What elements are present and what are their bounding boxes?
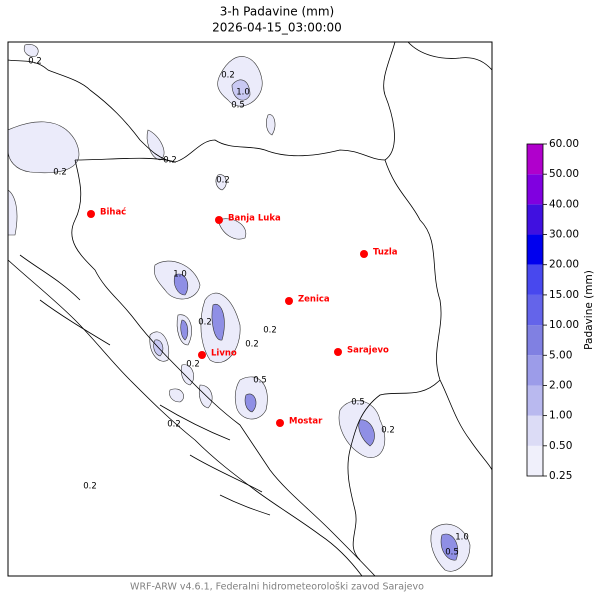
colorbar-band [527,325,543,356]
colorbar-band [527,264,543,295]
contour-label: 0.5 [351,398,365,408]
colorbar-band [527,174,543,205]
colorbar-tick-label: 1.00 [549,410,572,422]
city-label: Mostar [289,417,323,427]
colorbar-tick-label: 30.00 [549,229,579,241]
contour-label: 0.2 [167,420,181,430]
subtitle: 2026-04-15_03:00:00 [212,21,342,35]
city-dot [285,297,293,305]
title: 3-h Padavine (mm) [220,5,334,19]
contour-label: 0.2 [186,360,200,370]
contour-label: 0.2 [53,168,67,178]
city-label: Zenica [298,295,330,305]
colorbar-tick-label: 50.00 [549,168,579,180]
city-dot [334,348,342,356]
colorbar-band [527,234,543,265]
colorbar-band [527,144,543,175]
colorbar-tick-label: 60.00 [549,138,579,150]
colorbar-tick-label: 40.00 [549,198,579,210]
contour-label: 1.0 [455,533,469,543]
cities: Bihać Banja Luka Tuzla Zenica Sarajevo Livno M… [87,207,398,427]
colorbar-tick-label: 2.00 [549,379,572,391]
colorbar-title: Padavine (mm) [583,270,595,350]
city-label: Banja Luka [228,214,281,224]
contour-label: 0.5 [445,548,459,558]
contour-label: 1.0 [236,88,250,98]
map-frame [7,41,493,577]
colorbar-band [527,204,543,235]
colorbar-tick-label: 5.00 [549,349,572,361]
colorbar-tick-label: 10.00 [549,319,579,331]
colorbar-band [527,355,543,386]
city-label: Bihać [100,207,126,218]
contour-label: 0.2 [221,71,235,81]
contour-label: 0.2 [245,340,259,350]
city-label: Livno [211,349,237,359]
contour-label: 0.5 [231,101,245,111]
map [7,41,493,577]
contour-label: 0.2 [163,156,177,166]
contour-label: 0.2 [381,426,395,436]
contour-label: 0.2 [216,176,230,186]
city-dot [276,419,284,427]
city-dot [360,250,368,258]
city-dot [198,351,206,359]
colorbar-band [527,415,543,446]
contour-label: 0.2 [198,318,212,328]
contour-label: 1.0 [173,270,187,280]
city-dot [87,210,95,218]
colorbar-tick-label: 0.50 [549,440,572,452]
contour-labels: 0.2 0.2 1.0 0.5 0.2 0.2 0.2 0.2 1.0 0.2 … [28,57,469,558]
contour-label: 0.2 [83,482,97,492]
colorbar: 0.25 0.50 1.00 2.00 5.00 10.00 15.00 20.00 30.00… [526,138,595,482]
colorbar-tick-label: 0.25 [549,470,572,482]
colorbar-tick-label: 15.00 [549,289,579,301]
colorbar-band [527,445,543,476]
footer: WRF-ARW v4.6.1, Federalni hidrometeorolo… [130,582,424,593]
colorbar-band [527,294,543,326]
city-label: Sarajevo [347,346,389,356]
contour-label: 0.2 [263,326,277,336]
colorbar-tick-label: 20.00 [549,259,579,271]
contour-label: 0.2 [28,57,42,67]
colorbar-band [527,385,543,416]
city-dot [215,216,223,224]
city-label: Tuzla [373,248,398,258]
contour-label: 0.5 [253,376,267,386]
colorbar-frame [526,143,544,477]
